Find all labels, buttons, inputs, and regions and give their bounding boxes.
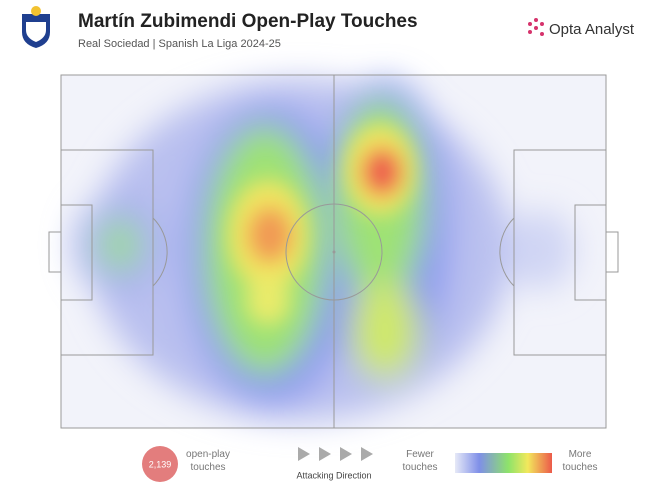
club-crest — [22, 6, 50, 48]
scale-high: More touches — [562, 449, 598, 473]
scale-low: Fewer touches — [402, 449, 438, 473]
scale-low-box: Fewer touches — [402, 449, 438, 473]
brand: Opta Analyst — [549, 21, 635, 38]
title: Martín Zubimendi Open-Play Touches — [78, 11, 418, 32]
brand-logo — [528, 18, 544, 36]
touches-label: open-play touches — [186, 449, 230, 473]
pitch — [48, 74, 619, 429]
scale-high-box: More touches — [562, 449, 598, 473]
direction-label: Attacking Direction — [296, 470, 371, 480]
color-scale — [455, 453, 552, 473]
touches-count: 2,139 — [149, 459, 172, 469]
heatmap — [61, 75, 606, 428]
subtitle: Real Sociedad | Spanish La Liga 2024-25 — [78, 38, 281, 50]
touches-label-box: open-play touches — [186, 449, 230, 473]
direction-arrows — [298, 447, 373, 461]
touches-badge — [142, 446, 178, 482]
center-spot — [332, 250, 336, 254]
